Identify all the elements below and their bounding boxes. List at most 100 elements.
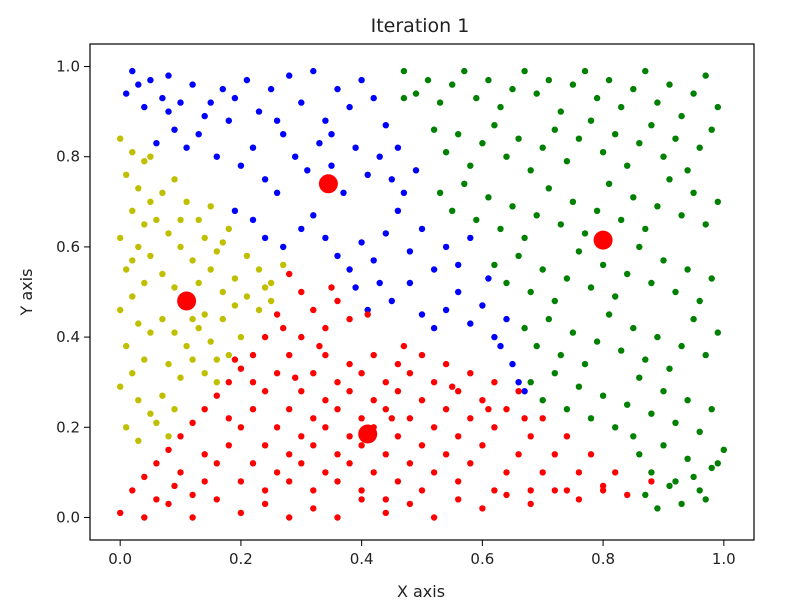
- data-point: [418, 442, 426, 449]
- data-point: [714, 198, 721, 205]
- data-point: [231, 356, 239, 363]
- data-point: [117, 509, 124, 517]
- data-point: [605, 180, 613, 187]
- data-point: [587, 415, 595, 422]
- data-point: [298, 333, 305, 341]
- data-point: [346, 103, 353, 111]
- x-tick-label: 0.2: [229, 550, 253, 568]
- data-point: [165, 446, 172, 453]
- data-point: [213, 248, 220, 255]
- data-point: [461, 67, 468, 75]
- data-point: [648, 122, 655, 129]
- data-point: [249, 351, 257, 359]
- data-point: [273, 424, 281, 431]
- data-point: [605, 311, 613, 318]
- data-point: [491, 424, 498, 431]
- data-point: [195, 324, 202, 332]
- data-point: [551, 297, 558, 305]
- data-point: [129, 370, 136, 377]
- data-point: [201, 478, 208, 485]
- data-point: [430, 424, 438, 431]
- data-point: [225, 415, 232, 422]
- data-point: [382, 451, 389, 458]
- data-point: [286, 514, 293, 521]
- data-point: [449, 207, 456, 214]
- x-tick-label: 0.0: [108, 550, 132, 568]
- data-point: [636, 374, 643, 381]
- data-point: [430, 469, 438, 476]
- data-point: [412, 167, 420, 174]
- x-tick-label: 0.4: [350, 550, 374, 568]
- data-point: [165, 72, 172, 79]
- data-point: [527, 433, 534, 440]
- data-point: [231, 275, 239, 282]
- data-point: [249, 406, 257, 413]
- data-point: [388, 415, 395, 422]
- data-point: [618, 347, 625, 354]
- data-point: [231, 94, 239, 102]
- data-point: [473, 216, 480, 224]
- data-point: [273, 469, 281, 476]
- data-point: [177, 433, 184, 440]
- data-point: [237, 365, 245, 372]
- data-point: [117, 234, 124, 242]
- data-point: [430, 266, 438, 273]
- data-point: [286, 72, 293, 79]
- data-point: [135, 185, 142, 192]
- data-point: [165, 433, 172, 440]
- data-point: [183, 144, 190, 151]
- data-point: [261, 500, 269, 508]
- data-point: [334, 252, 341, 260]
- data-point: [255, 108, 263, 115]
- data-point: [370, 257, 377, 264]
- data-point: [255, 306, 263, 314]
- data-point: [557, 108, 564, 115]
- data-point: [400, 189, 408, 196]
- data-point: [636, 451, 643, 458]
- data-point: [660, 153, 667, 160]
- data-point: [213, 460, 220, 467]
- y-axis-label: Y axis: [17, 269, 36, 317]
- data-point: [147, 153, 154, 160]
- data-point: [189, 514, 196, 521]
- data-point: [261, 333, 269, 341]
- data-point: [461, 180, 468, 187]
- data-point: [346, 266, 353, 273]
- data-point: [123, 171, 130, 178]
- data-point: [485, 76, 492, 84]
- data-point: [406, 370, 414, 377]
- data-point: [201, 112, 208, 120]
- data-point: [159, 270, 166, 278]
- data-point: [497, 342, 504, 350]
- data-point: [599, 261, 607, 269]
- data-point: [141, 473, 148, 481]
- data-point: [171, 284, 178, 291]
- data-point: [551, 370, 558, 377]
- data-point: [352, 144, 359, 151]
- data-point: [642, 225, 649, 233]
- data-point: [201, 406, 208, 413]
- data-point: [587, 284, 595, 291]
- data-point: [533, 90, 540, 97]
- data-point: [123, 342, 130, 350]
- data-point: [159, 94, 166, 102]
- data-point: [388, 297, 395, 305]
- data-point: [406, 415, 414, 422]
- data-point: [358, 496, 365, 503]
- data-point: [527, 167, 534, 174]
- data-point: [382, 406, 389, 413]
- data-point: [527, 500, 534, 508]
- data-point: [485, 194, 492, 201]
- data-point: [624, 162, 631, 169]
- data-point: [159, 392, 166, 399]
- data-point: [141, 221, 148, 228]
- data-point: [141, 103, 148, 111]
- y-tick-label: 0.4: [56, 328, 80, 346]
- data-point: [418, 397, 426, 404]
- data-point: [123, 266, 130, 273]
- data-point: [237, 509, 245, 517]
- data-point: [364, 311, 371, 318]
- data-point: [648, 469, 655, 476]
- y-axis-ticks: 0.0 0.2 0.4 0.6 0.8 1.0: [56, 58, 90, 526]
- data-point: [714, 329, 721, 336]
